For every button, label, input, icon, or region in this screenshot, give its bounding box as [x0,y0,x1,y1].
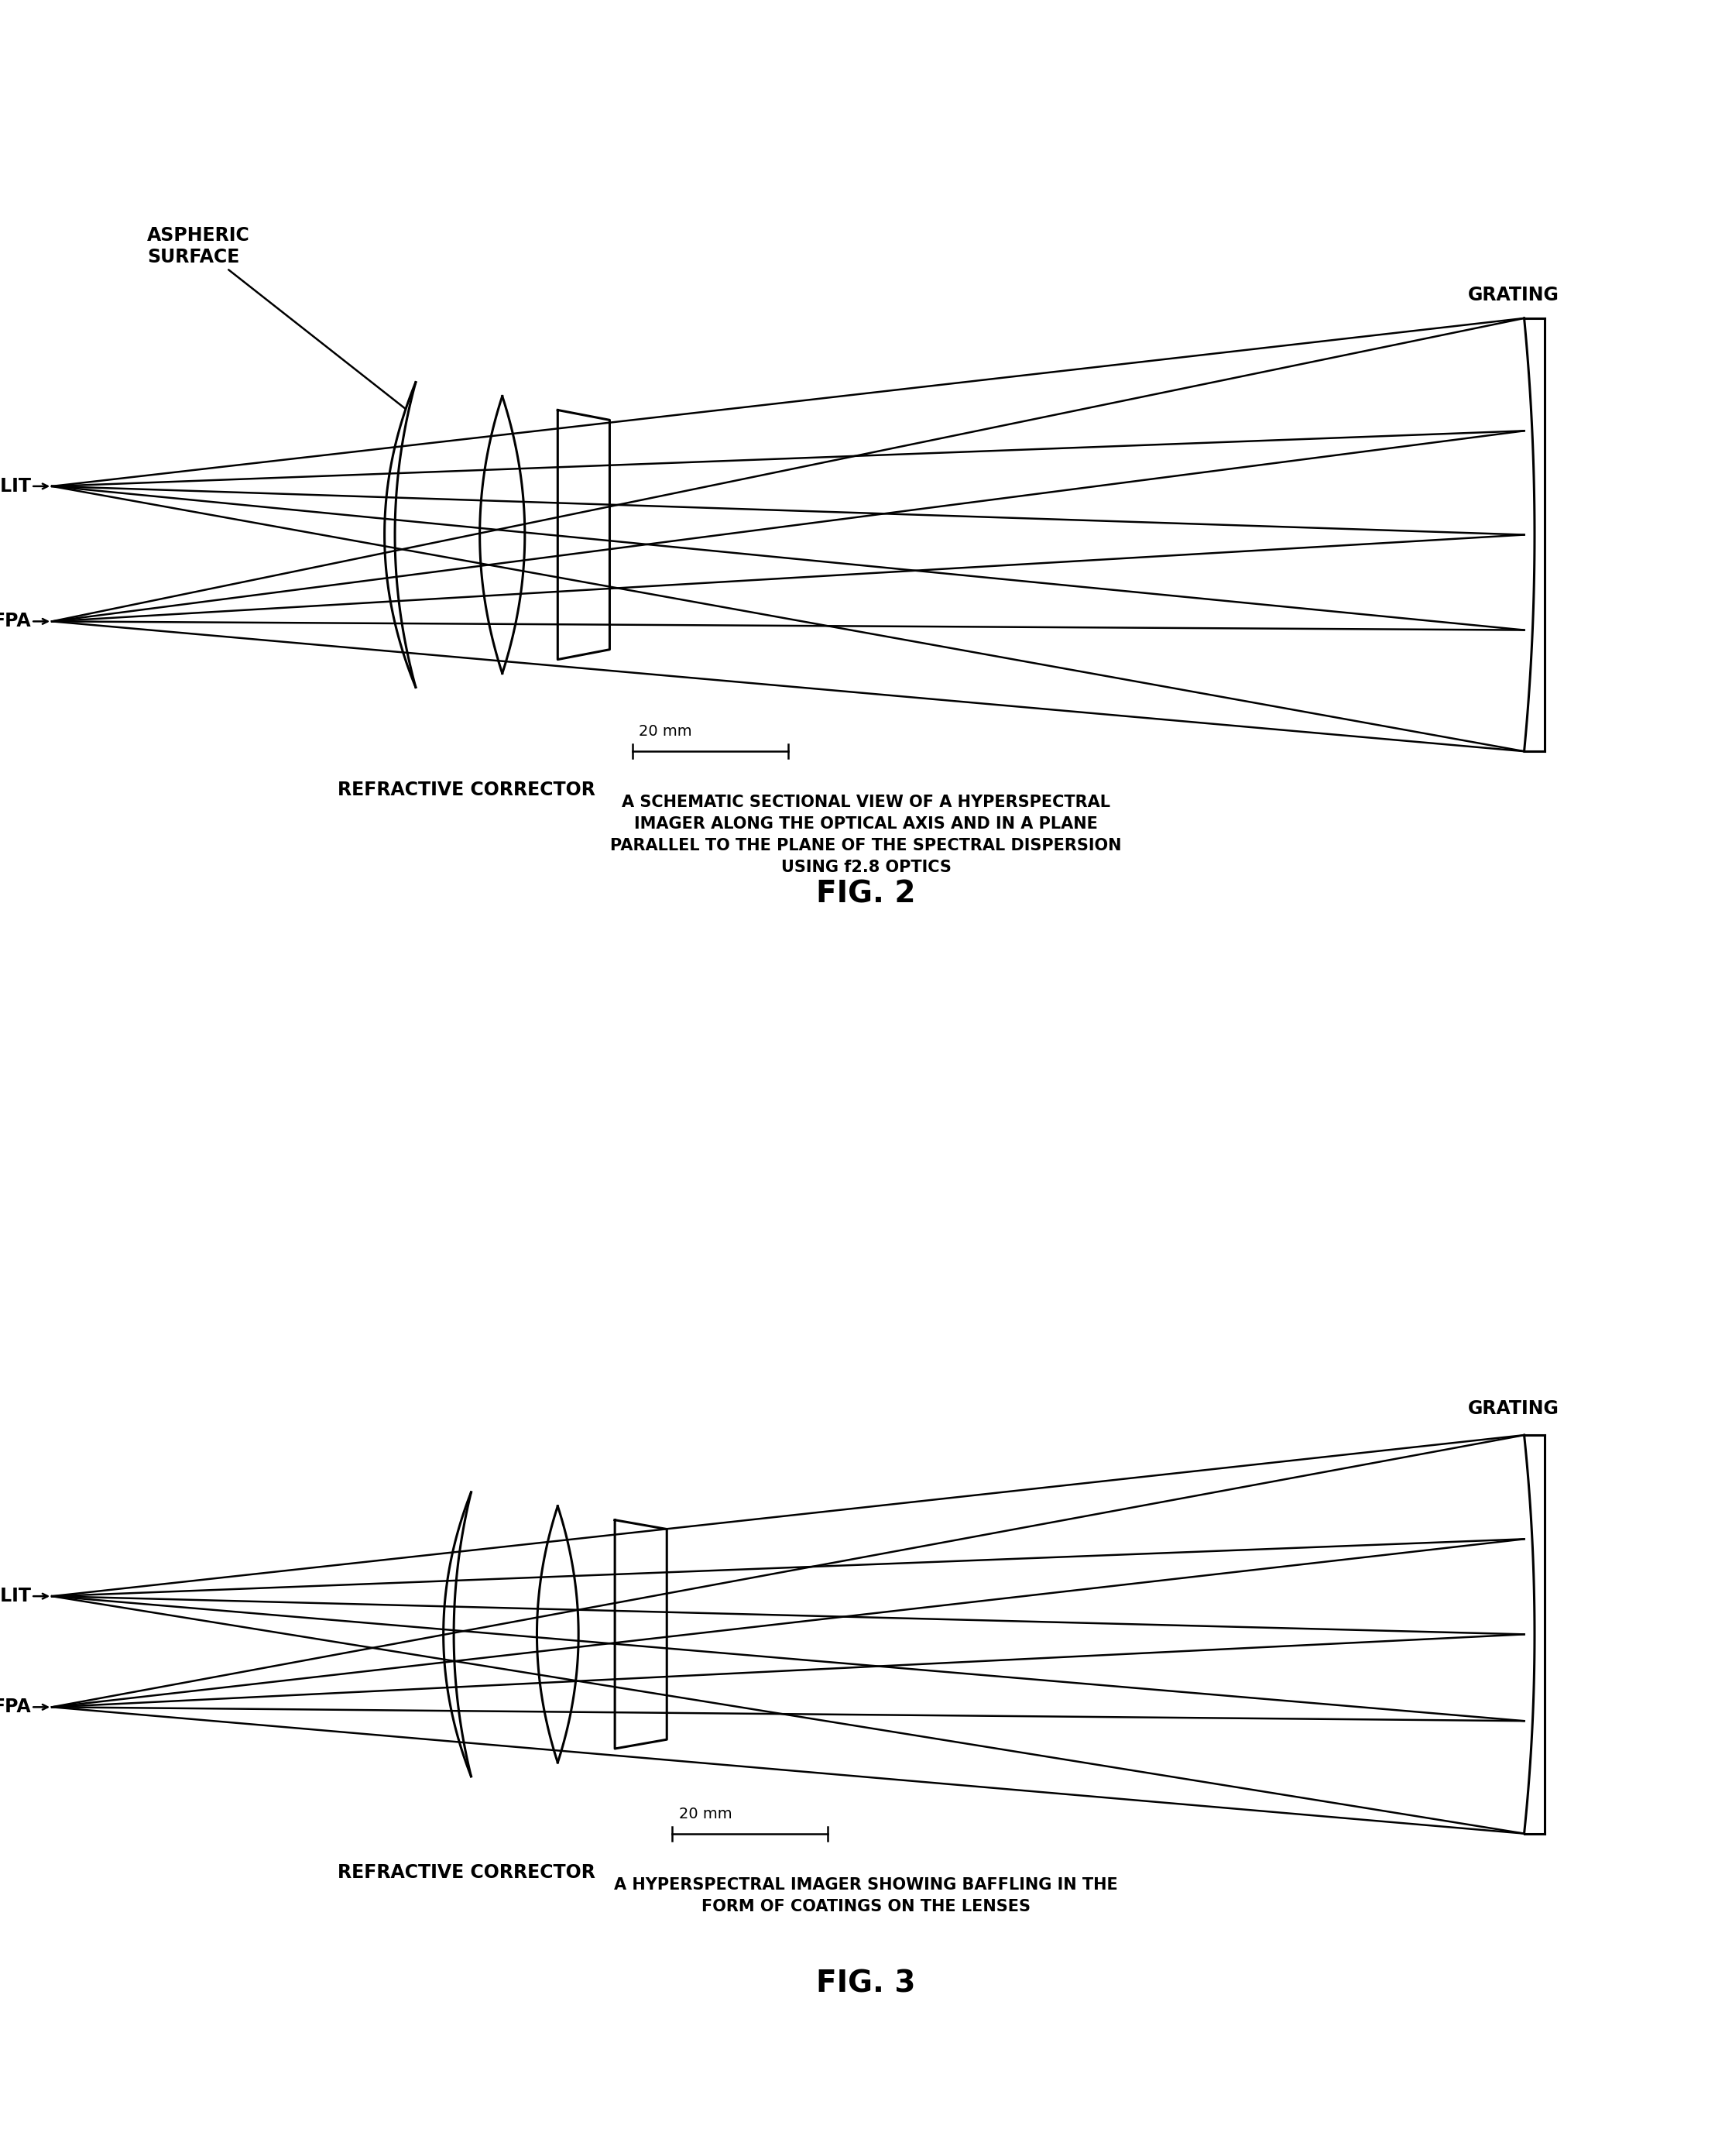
Text: FIG. 3: FIG. 3 [816,1968,916,1999]
Text: REFRACTIVE CORRECTOR: REFRACTIVE CORRECTOR [338,780,596,800]
Text: GRATING: GRATING [1467,287,1559,304]
Text: 20 mm: 20 mm [679,1807,733,1822]
Text: ASPHERIC
SURFACE: ASPHERIC SURFACE [147,226,405,410]
Text: A SCHEMATIC SECTIONAL VIEW OF A HYPERSPECTRAL
IMAGER ALONG THE OPTICAL AXIS AND : A SCHEMATIC SECTIONAL VIEW OF A HYPERSPE… [610,796,1122,875]
Text: REFRACTIVE CORRECTOR: REFRACTIVE CORRECTOR [338,1863,596,1882]
Text: FPA: FPA [0,612,31,632]
Text: 20 mm: 20 mm [639,724,693,740]
Text: FIG. 2: FIG. 2 [816,880,916,910]
Text: FPA: FPA [0,1697,31,1716]
Text: SLIT: SLIT [0,1587,31,1606]
Text: A HYPERSPECTRAL IMAGER SHOWING BAFFLING IN THE
FORM OF COATINGS ON THE LENSES: A HYPERSPECTRAL IMAGER SHOWING BAFFLING … [615,1878,1117,1915]
Text: GRATING: GRATING [1467,1399,1559,1419]
Text: SLIT: SLIT [0,476,31,496]
